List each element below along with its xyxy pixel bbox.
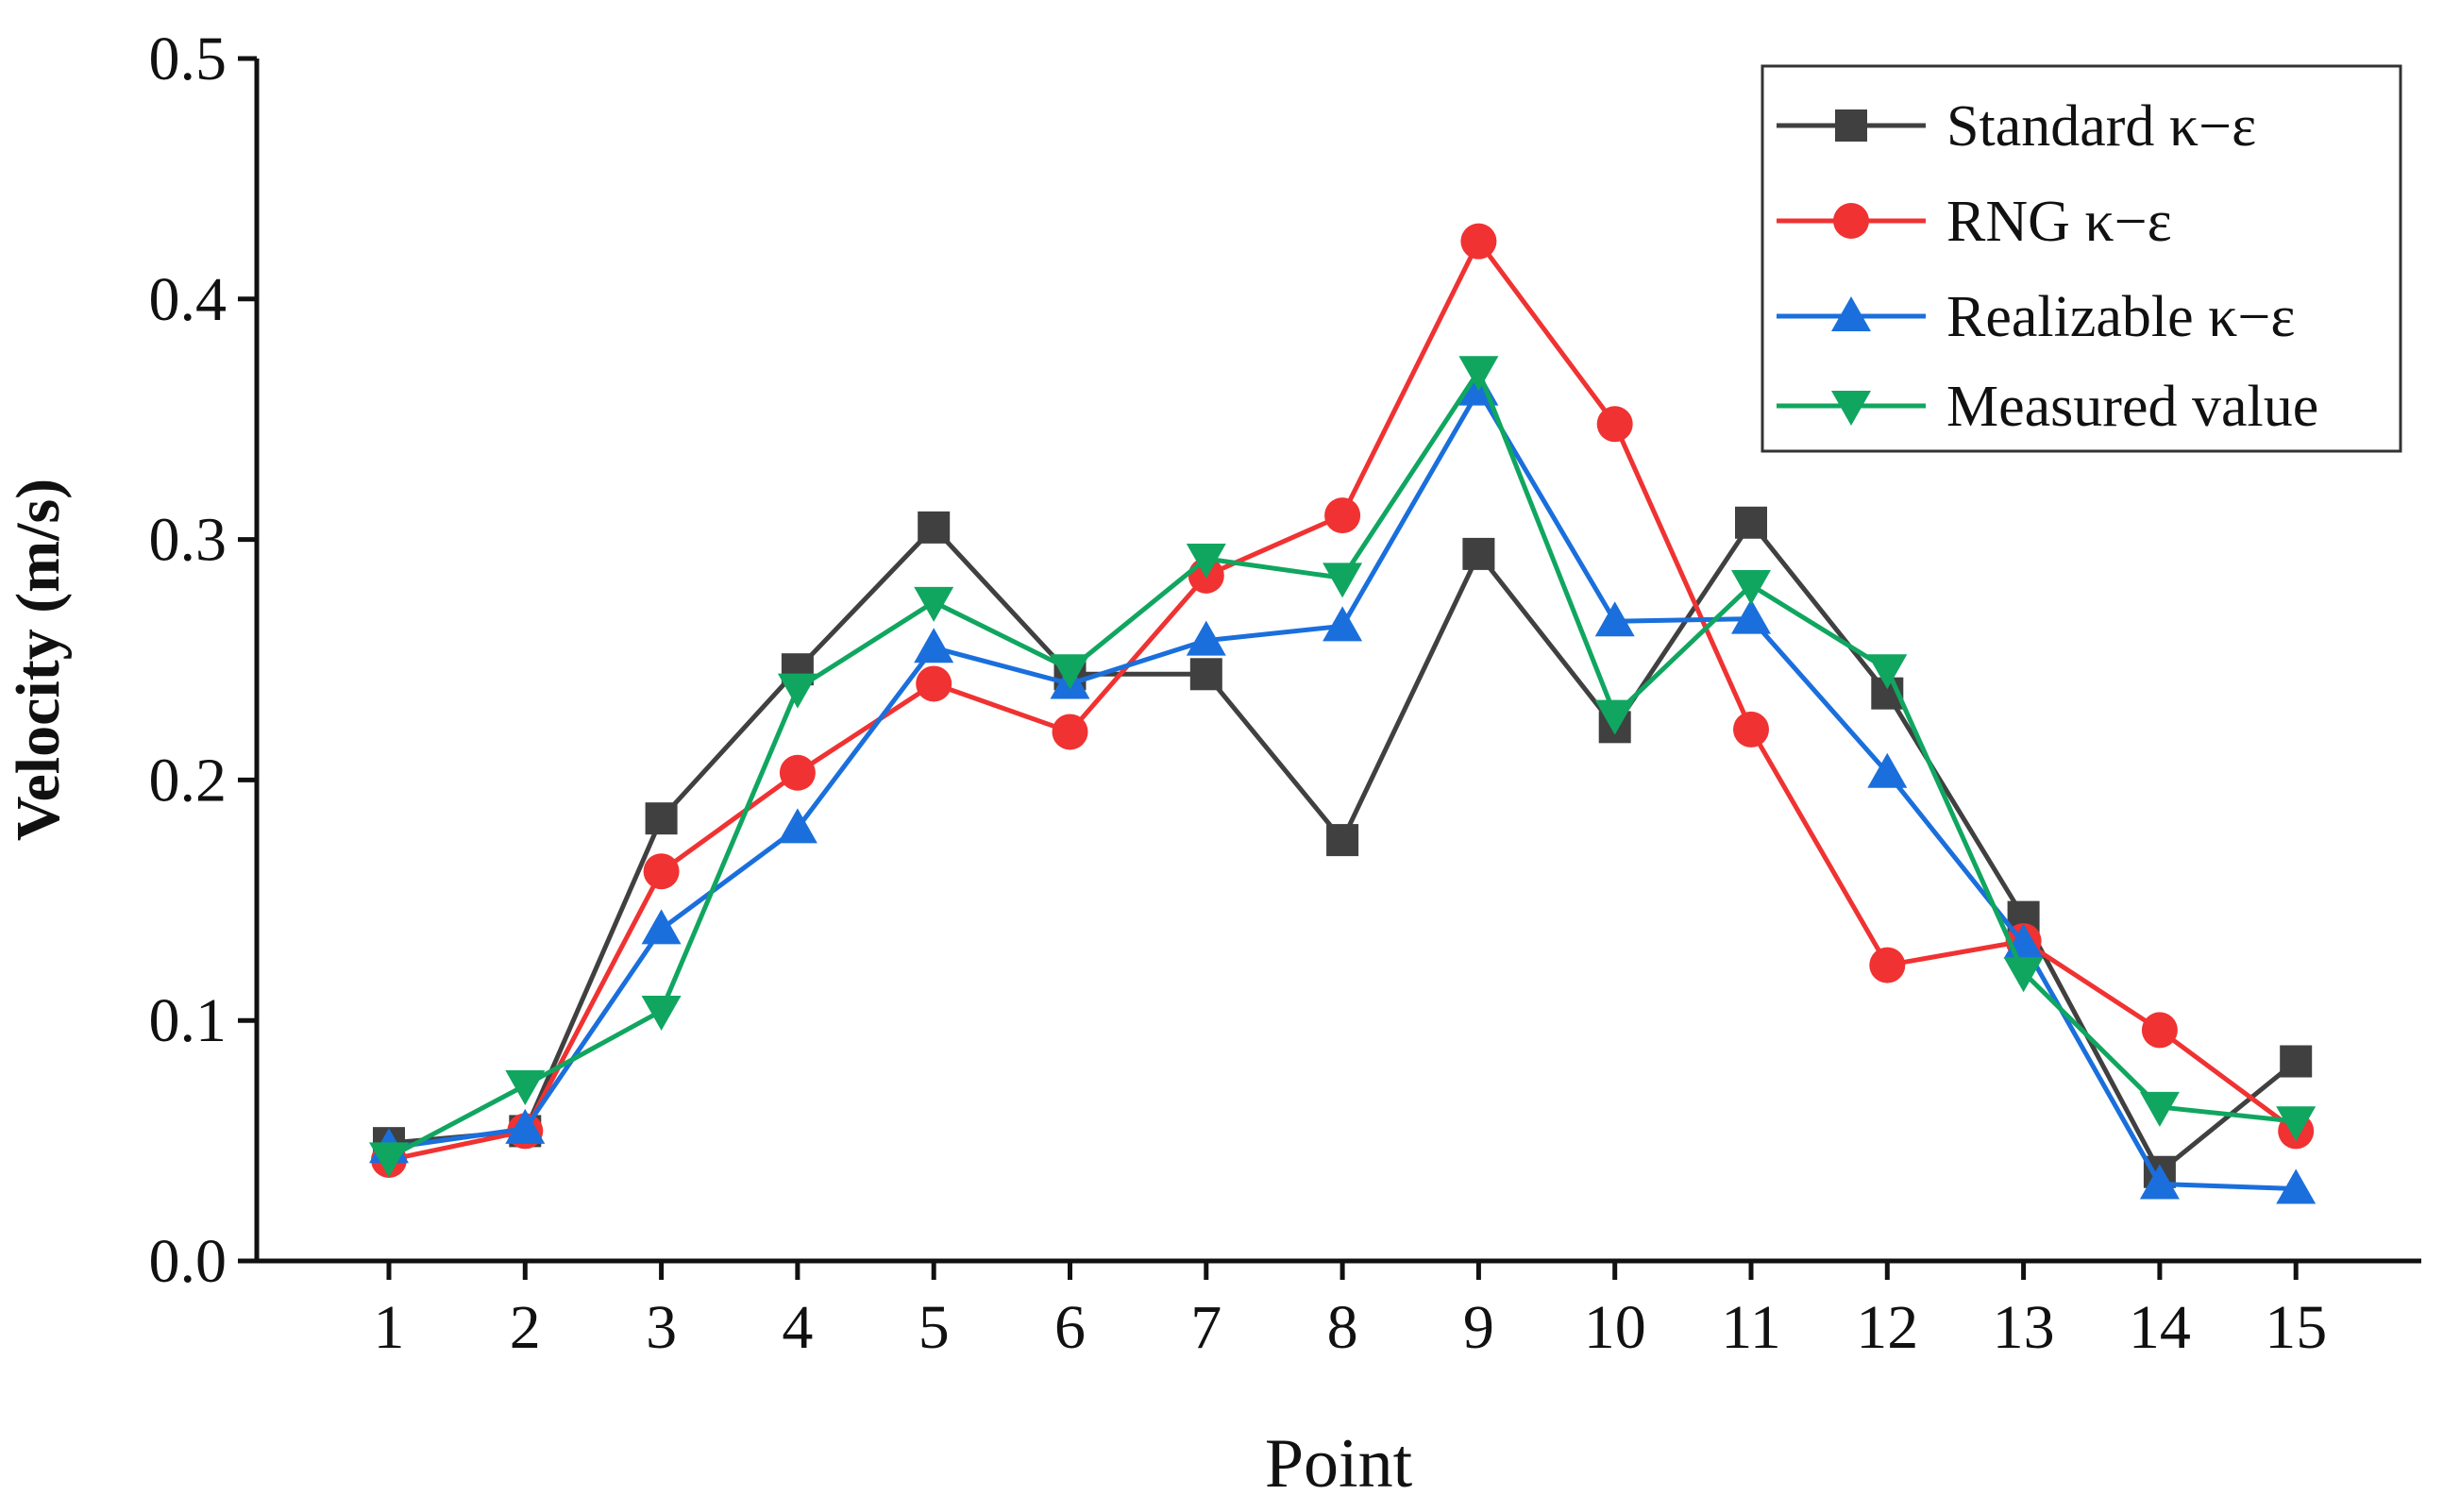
- data-point: [641, 996, 682, 1032]
- data-point: [505, 1108, 546, 1144]
- data-point: [1462, 537, 1495, 570]
- data-point: [1596, 406, 1633, 443]
- x-ticks: 1 2 3 4 5 6 7 8 9 10 11 12 13 14 15: [374, 1261, 2327, 1362]
- data-point: [1186, 620, 1226, 656]
- legend-marker: [1835, 109, 1867, 142]
- data-point: [1731, 598, 1771, 634]
- data-point: [505, 1069, 546, 1105]
- data-point: [1324, 497, 1361, 534]
- data-point: [643, 853, 680, 890]
- data-point: [1594, 699, 1635, 735]
- data-point: [1735, 506, 1767, 539]
- legend-label: Standard κ−ε: [1946, 94, 2256, 159]
- data-point: [1869, 947, 1906, 983]
- legend-box: [1761, 64, 2402, 453]
- data-point: [2139, 1164, 2180, 1200]
- y-tick-label: 0.1: [149, 986, 227, 1055]
- x-tick-label: 8: [1327, 1293, 1358, 1362]
- y-tick-label: 0.3: [149, 506, 227, 575]
- data-point: [2280, 1045, 2313, 1078]
- data-point: [1458, 356, 1499, 392]
- y-tick-label: 0.2: [149, 746, 227, 815]
- legend-label: RNG κ−ε: [1946, 190, 2172, 254]
- x-tick-label: 10: [1584, 1293, 1646, 1362]
- axes: [254, 59, 2421, 1264]
- y-tick-label: 0.0: [149, 1227, 227, 1296]
- data-point: [914, 628, 954, 664]
- x-tick-label: 4: [782, 1293, 813, 1362]
- data-point: [1323, 606, 1363, 642]
- y-tick-label: 0.5: [149, 25, 227, 93]
- data-point: [1186, 543, 1226, 579]
- data-point: [1867, 654, 1908, 690]
- legend-marker: [1833, 203, 1869, 239]
- data-point: [1733, 711, 1769, 748]
- data-point: [779, 754, 816, 791]
- data-point: [914, 586, 954, 622]
- y-ticks: 0.0 0.1 0.2 0.3 0.4 0.5: [149, 25, 257, 1296]
- y-tick-label: 0.4: [149, 265, 227, 334]
- y-axis-title: Velocity (m/s): [4, 479, 73, 841]
- legend: Standard κ−ε RNG κ−ε Realizable κ−ε Measure…: [1761, 64, 2402, 453]
- data-point: [641, 909, 682, 945]
- x-tick-label: 12: [1856, 1293, 1918, 1362]
- series-3: [369, 356, 2317, 1178]
- data-point: [1731, 570, 1771, 606]
- data-point: [2276, 1168, 2317, 1204]
- x-tick-label: 15: [2265, 1293, 2327, 1362]
- data-point: [645, 802, 678, 835]
- x-tick-label: 5: [918, 1293, 950, 1362]
- data-point: [2139, 1091, 2180, 1127]
- data-point: [1052, 714, 1088, 750]
- data-point: [2276, 1106, 2317, 1142]
- x-tick-label: 13: [1993, 1293, 2055, 1362]
- series-2: [369, 370, 2317, 1204]
- data-point: [1867, 752, 1908, 788]
- data-point: [916, 665, 952, 702]
- x-tick-label: 11: [1721, 1293, 1781, 1362]
- x-tick-label: 6: [1054, 1293, 1086, 1362]
- data-point: [1050, 654, 1090, 690]
- x-tick-label: 3: [646, 1293, 677, 1362]
- data-point: [1189, 658, 1222, 691]
- data-point: [2141, 1012, 2178, 1049]
- x-axis-title: Point: [1265, 1425, 1413, 1503]
- series-line: [387, 368, 2297, 1160]
- data-point: [2003, 957, 2044, 993]
- legend-marker: [1831, 296, 1871, 331]
- x-tick-label: 14: [2129, 1293, 2191, 1362]
- data-point: [369, 1142, 409, 1178]
- x-tick-label: 2: [510, 1293, 541, 1362]
- legend-marker: [1831, 391, 1871, 426]
- data-point: [1460, 223, 1497, 260]
- data-point: [1323, 563, 1363, 598]
- x-tick-label: 7: [1190, 1293, 1222, 1362]
- data-point: [1326, 824, 1359, 857]
- data-point: [918, 511, 951, 544]
- data-point: [777, 673, 817, 709]
- data-point: [1594, 601, 1635, 637]
- x-tick-label: 1: [374, 1293, 405, 1362]
- legend-label: Measured value: [1946, 375, 2318, 439]
- data-point: [777, 808, 817, 844]
- x-tick-label: 9: [1463, 1293, 1494, 1362]
- legend-label: Realizable κ−ε: [1946, 285, 2295, 349]
- series: [369, 223, 2317, 1204]
